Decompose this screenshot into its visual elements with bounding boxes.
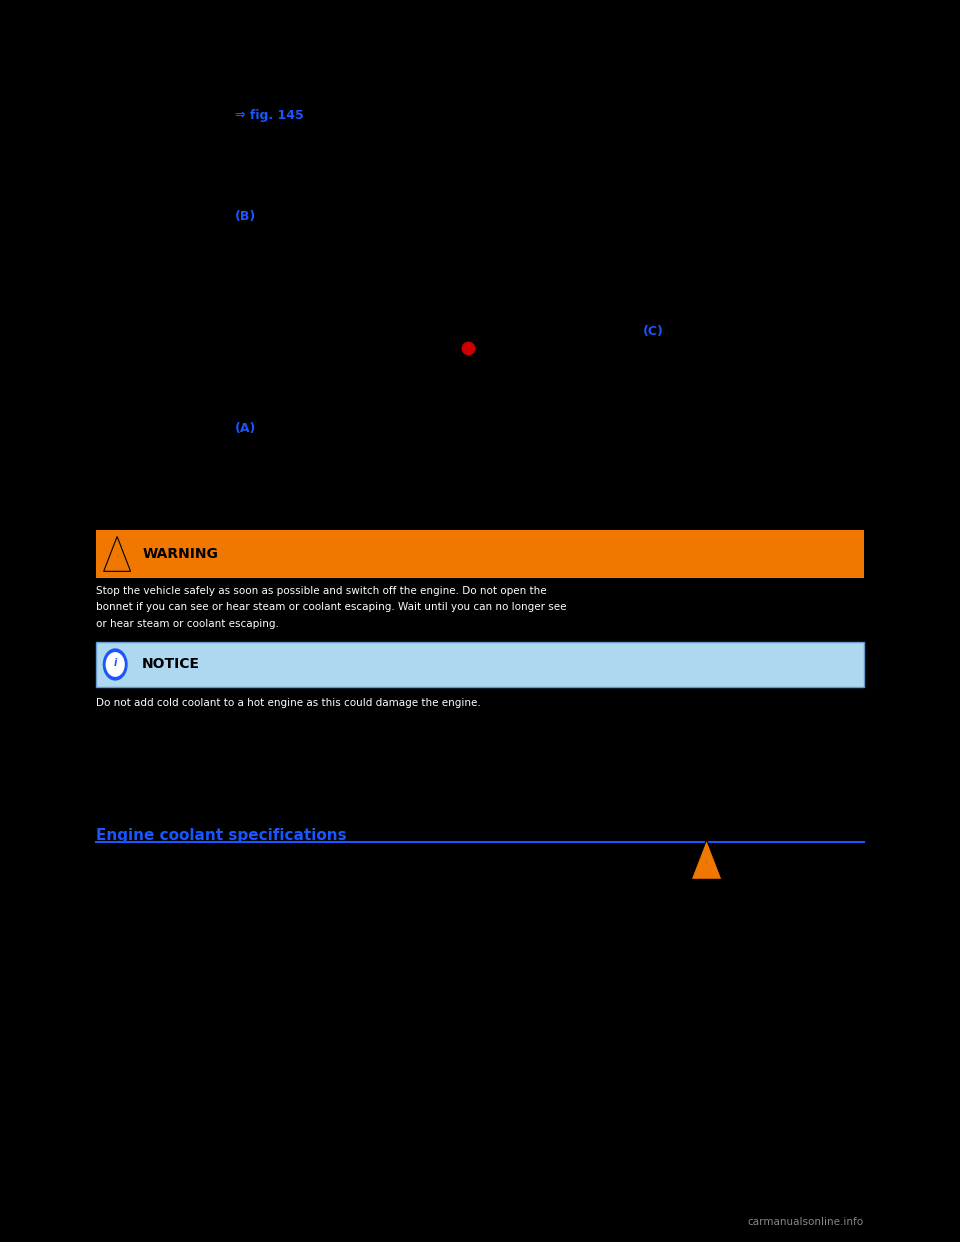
Polygon shape xyxy=(691,840,722,879)
Point xyxy=(461,338,476,358)
Text: (B): (B) xyxy=(235,210,256,222)
Circle shape xyxy=(106,652,125,677)
Circle shape xyxy=(103,648,128,681)
Text: Do not add cold coolant to a hot engine as this could damage the engine.: Do not add cold coolant to a hot engine … xyxy=(96,698,481,708)
Text: (A): (A) xyxy=(235,422,256,435)
Text: Engine coolant specifications: Engine coolant specifications xyxy=(96,828,347,843)
Text: carmanualsonline.info: carmanualsonline.info xyxy=(748,1217,864,1227)
Bar xyxy=(96,530,864,578)
Text: or hear steam or coolant escaping.: or hear steam or coolant escaping. xyxy=(96,619,278,628)
Text: WARNING: WARNING xyxy=(142,546,218,561)
Text: ⇒ fig. 145: ⇒ fig. 145 xyxy=(235,109,304,122)
Text: bonnet if you can see or hear steam or coolant escaping. Wait until you can no l: bonnet if you can see or hear steam or c… xyxy=(96,602,566,612)
Text: NOTICE: NOTICE xyxy=(142,657,200,672)
Bar xyxy=(96,642,864,687)
Text: i: i xyxy=(113,658,117,668)
Polygon shape xyxy=(104,537,131,571)
Text: (C): (C) xyxy=(643,325,664,338)
Text: Stop the vehicle safely as soon as possible and switch off the engine. Do not op: Stop the vehicle safely as soon as possi… xyxy=(96,586,546,596)
